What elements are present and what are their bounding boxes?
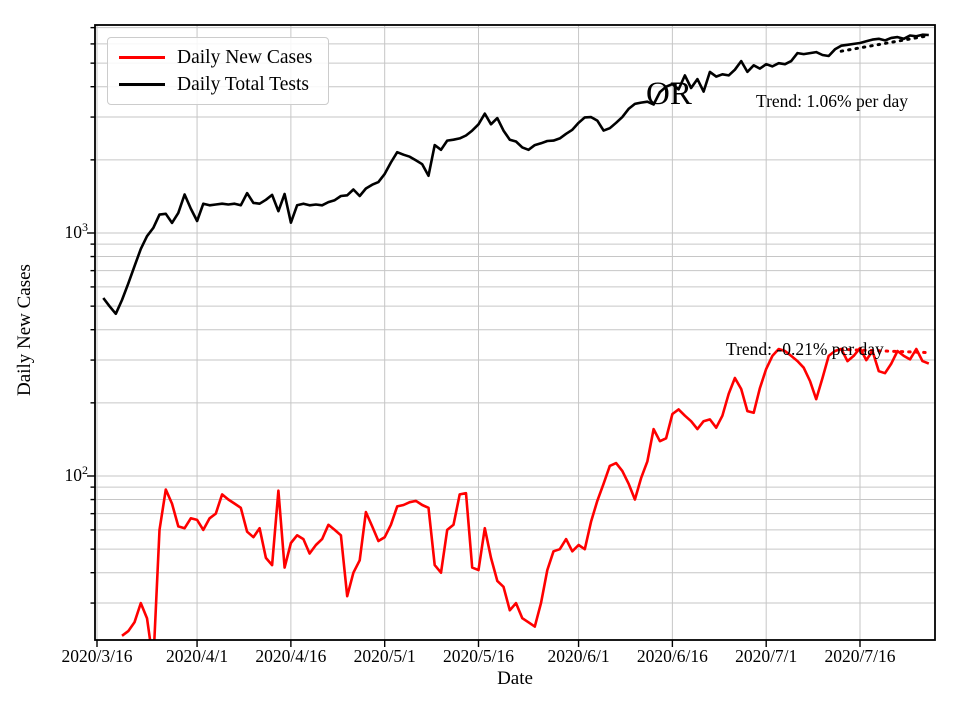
y-axis-label: Daily New Cases [14,264,35,396]
x-tick-label: 2020/4/1 [165,646,229,666]
tests-trend-annotation: Trend: 1.06% per day [756,91,908,111]
legend: Daily New Cases Daily Total Tests [107,37,329,105]
legend-label: Daily New Cases [177,47,313,68]
x-tick-label: 2020/7/1 [735,646,798,666]
x-tick-label: 2020/6/16 [636,646,708,666]
x-tick-label: 2020/6/1 [547,646,610,666]
legend-label: Daily Total Tests [177,73,309,95]
gridlines [95,25,935,640]
series-line-daily-total-tests [102,33,929,316]
x-tick-label: 2020/5/16 [443,646,514,666]
cases-trend-annotation: Trend: -0.21% per day [726,339,884,359]
series-line-tests-trend-1.06-per-day [839,34,931,53]
x-tick-label: 2020/4/16 [255,646,327,666]
x-tick-label: 2020/7/16 [824,646,896,666]
series-line-cases-trend-0.21-per-day [839,347,931,355]
black-line-swatch [119,82,165,86]
axis-ticks [87,26,861,647]
red-line-swatch [119,56,165,60]
legend-item-daily-total-tests: Daily Total Tests [119,73,328,95]
series-line-daily-new-cases [121,346,930,640]
state-annotation: OR [646,76,692,112]
x-axis-label: Date [497,668,533,689]
x-tick-label: 2020/3/16 [61,646,133,666]
y-tick-label-1000: 103 [64,220,89,242]
plot-border [94,24,936,641]
y-tick-label-100: 102 [64,463,89,485]
legend-item-daily-new-cases: Daily New Cases [119,48,328,68]
x-tick-label: 2020/5/1 [353,646,416,666]
